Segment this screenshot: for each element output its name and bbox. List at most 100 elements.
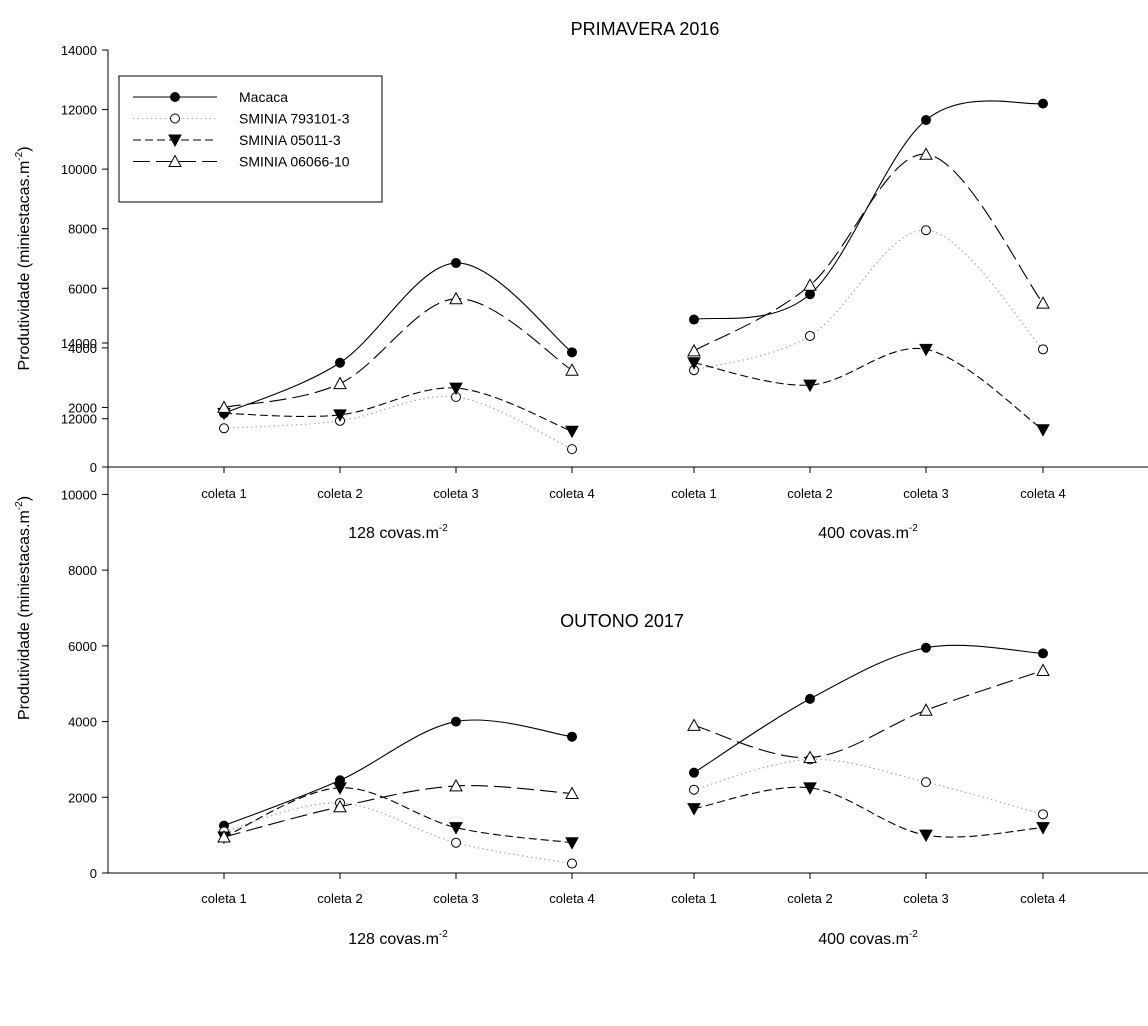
x-tick-label: coleta 4 <box>1020 486 1066 501</box>
series-3 <box>217 343 1050 439</box>
y-axis-label: Produtividade (miniestacas.m-2) <box>14 496 33 720</box>
data-point <box>919 829 933 843</box>
series-3 <box>217 782 1050 850</box>
data-point <box>333 376 347 390</box>
legend-marker <box>168 154 182 167</box>
data-point <box>921 114 931 125</box>
data-point <box>803 379 817 393</box>
data-point <box>333 409 347 422</box>
data-point <box>1038 98 1048 109</box>
data-point <box>687 718 701 731</box>
y-tick-label: 14000 <box>61 43 97 58</box>
legend-marker <box>170 92 180 102</box>
y-tick-label: 4000 <box>68 715 97 730</box>
y-tick-label: 2000 <box>68 790 97 805</box>
data-point <box>805 289 815 300</box>
legend-label: SMINIA 06066-10 <box>239 154 350 170</box>
legend-marker <box>168 134 182 148</box>
series-line <box>223 262 573 414</box>
series-line <box>693 229 1044 371</box>
y-tick-label: 10000 <box>61 487 97 502</box>
series-line <box>223 802 573 865</box>
data-point <box>803 750 817 764</box>
y-tick-label: 12000 <box>61 412 97 427</box>
data-point <box>689 784 699 795</box>
data-point <box>219 423 229 434</box>
data-point <box>565 786 579 799</box>
group-label: 128 covas.m-2 <box>348 929 448 948</box>
data-point <box>451 837 461 848</box>
data-point <box>687 803 701 816</box>
data-point <box>449 822 463 835</box>
x-tick-label: coleta 3 <box>903 891 949 906</box>
y-tick-label: 10000 <box>61 162 97 177</box>
data-point <box>803 782 817 795</box>
chart-title: OUTONO 2017 <box>560 611 684 631</box>
series-line <box>693 644 1044 774</box>
panel-1: PRIMAVERA 2016 0 2000 4000 6000 8000 10000 1200… <box>14 19 1148 542</box>
series-line <box>223 298 573 408</box>
y-tick-label: 4000 <box>68 341 97 356</box>
x-tick-label: coleta 3 <box>903 486 949 501</box>
x-tick-label: coleta 1 <box>671 891 717 906</box>
data-point <box>1038 344 1048 355</box>
x-tick-label: coleta 2 <box>787 486 833 501</box>
data-point <box>689 314 699 325</box>
x-tick-label: coleta 4 <box>549 486 595 501</box>
series-line <box>693 100 1044 321</box>
x-tick-label: coleta 2 <box>787 891 833 906</box>
x-tick-label: coleta 3 <box>433 891 479 906</box>
data-point <box>803 278 817 291</box>
y-axis-label: Produtividade (miniestacas.m-2) <box>14 146 33 370</box>
data-point <box>805 693 815 704</box>
x-tick-label: coleta 3 <box>433 486 479 501</box>
data-point <box>565 363 579 376</box>
series-line <box>223 395 573 450</box>
legend: Macaca SMINIA 793101-3 SMINIA 05011-3 SMINI… <box>118 75 383 203</box>
x-tick-label: coleta 2 <box>317 891 363 906</box>
series-2 <box>219 225 1048 455</box>
x-tick-label: coleta 2 <box>317 486 363 501</box>
x-tick-label: coleta 4 <box>1020 891 1066 906</box>
y-tick-label: 6000 <box>68 639 97 654</box>
group-label: 128 covas.m-2 <box>348 523 448 542</box>
data-point <box>451 257 461 268</box>
y-tick-label: 0 <box>90 460 97 475</box>
data-point <box>333 799 347 813</box>
series-line <box>223 719 573 827</box>
data-point <box>451 716 461 727</box>
data-point <box>1036 296 1050 309</box>
y-tick-label: 8000 <box>68 222 97 237</box>
data-point <box>567 347 577 358</box>
data-point <box>1036 822 1050 835</box>
data-point <box>689 767 699 778</box>
series-line <box>223 387 573 432</box>
data-point <box>1036 424 1050 437</box>
legend-marker <box>170 113 180 124</box>
panel-2: OUTONO 2017 0 2000 4000 6000 8000 10000 12000 14… <box>14 336 1148 948</box>
series-4 <box>217 663 1050 843</box>
data-point <box>333 782 347 795</box>
y-tick-label: 6000 <box>68 281 97 296</box>
chart-title: PRIMAVERA 2016 <box>571 19 720 39</box>
data-point <box>449 778 463 792</box>
series-4 <box>217 147 1050 413</box>
x-tick-label: coleta 1 <box>671 486 717 501</box>
data-point <box>567 731 577 742</box>
series-line <box>223 785 573 838</box>
legend-label: Macaca <box>239 89 288 105</box>
series-line <box>693 347 1044 431</box>
data-point <box>921 225 931 236</box>
y-tick-label: 12000 <box>61 103 97 118</box>
data-point <box>567 858 577 869</box>
data-point <box>335 357 345 368</box>
y-tick-label: 8000 <box>68 563 97 578</box>
data-point <box>805 330 815 341</box>
series-line <box>223 787 573 844</box>
data-point <box>919 343 933 357</box>
data-point <box>449 382 463 396</box>
legend-label: SMINIA 05011-3 <box>239 132 341 148</box>
y-tick-label: 0 <box>90 866 97 881</box>
legend-label: SMINIA 793101-3 <box>239 111 350 127</box>
